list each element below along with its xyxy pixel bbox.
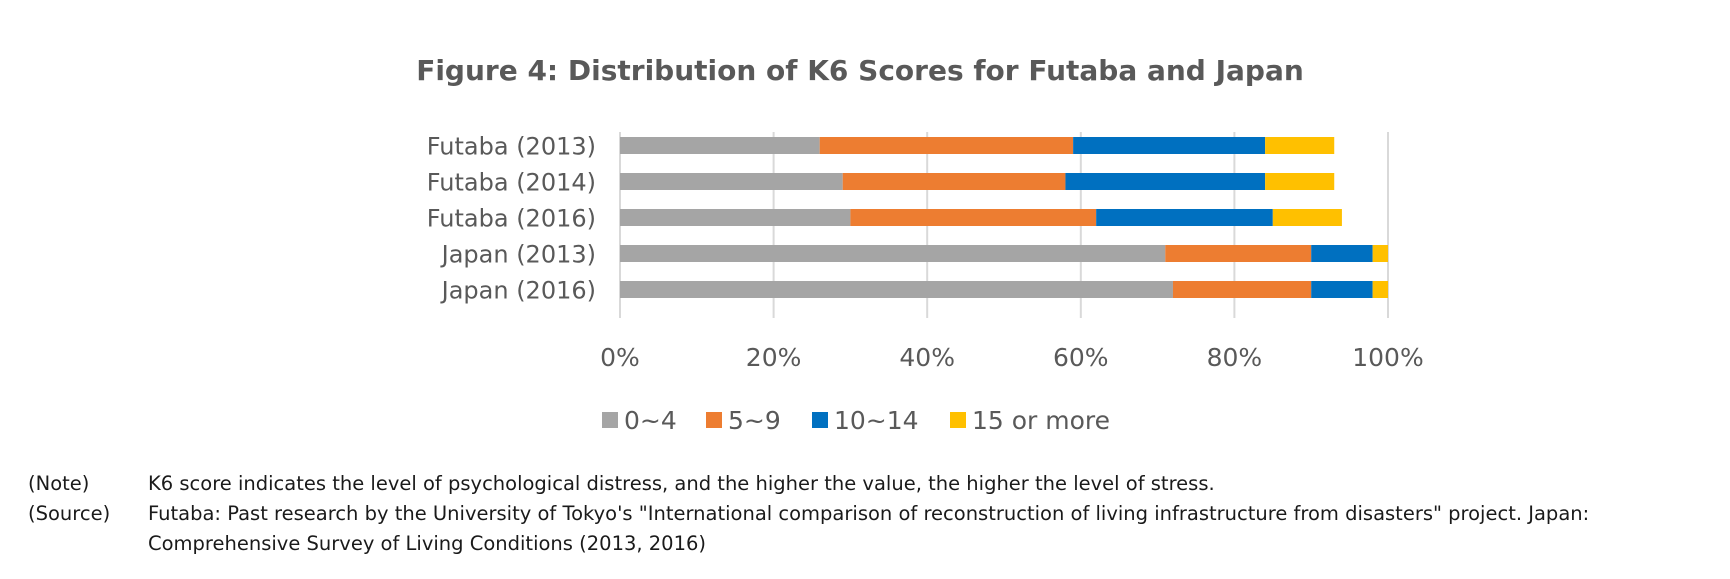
x-axis-ticks: 0% 20% 40% 60% 80% 100% — [600, 343, 1424, 372]
source-label: (Source) — [28, 502, 111, 525]
category-labels: Futaba (2013) Futaba (2014) Futaba (2016) J… — [427, 133, 596, 305]
legend-label: 10~14 — [834, 406, 919, 435]
legend-label: 15 or more — [972, 406, 1110, 435]
bar-segment — [1372, 245, 1388, 262]
bar-segment — [1311, 245, 1373, 262]
bar-segment — [1265, 173, 1335, 190]
category-label: Japan (2016) — [440, 277, 596, 305]
legend-swatch — [950, 412, 966, 428]
legend-swatch — [602, 412, 618, 428]
x-tick-label: 100% — [1352, 343, 1423, 372]
bar-segment — [1265, 137, 1335, 154]
bar-segment — [620, 173, 843, 190]
bar-segment — [850, 209, 1097, 226]
chart-title: Figure 4: Distribution of K6 Scores for … — [416, 54, 1304, 87]
bar-segment — [819, 137, 1074, 154]
bars — [620, 137, 1388, 298]
source-row: (Source) Futaba: Past research by the Un… — [28, 499, 1708, 559]
legend-swatch — [706, 412, 722, 428]
legend-swatch — [812, 412, 828, 428]
x-tick-label: 60% — [1053, 343, 1109, 372]
bar-segment — [1172, 281, 1312, 298]
bar-segment — [1165, 245, 1312, 262]
note-text: K6 score indicates the level of psycholo… — [148, 472, 1215, 495]
category-label: Japan (2013) — [440, 241, 596, 269]
bar-segment — [1272, 209, 1342, 226]
bar-segment — [1372, 281, 1388, 298]
legend-label: 5~9 — [728, 406, 781, 435]
notes: (Note) K6 score indicates the level of p… — [28, 469, 1708, 559]
legend: 0~4 5~9 10~14 15 or more — [602, 406, 1110, 435]
category-label: Futaba (2016) — [427, 205, 596, 233]
x-tick-label: 80% — [1207, 343, 1263, 372]
k6-stacked-bar-chart: Figure 4: Distribution of K6 Scores for … — [416, 54, 1424, 435]
x-tick-label: 20% — [746, 343, 802, 372]
legend-label: 0~4 — [624, 406, 677, 435]
bar-segment — [620, 137, 820, 154]
bar-segment — [842, 173, 1066, 190]
bar-segment — [1311, 281, 1373, 298]
x-tick-label: 0% — [600, 343, 640, 372]
category-label: Futaba (2014) — [427, 169, 596, 197]
bar-segment — [620, 281, 1173, 298]
note-row: (Note) K6 score indicates the level of p… — [28, 469, 1708, 499]
source-text: Futaba: Past research by the University … — [148, 502, 1590, 555]
category-label: Futaba (2013) — [427, 133, 596, 161]
bar-segment — [620, 209, 851, 226]
x-tick-label: 40% — [899, 343, 955, 372]
note-label: (Note) — [28, 472, 90, 495]
bar-segment — [620, 245, 1166, 262]
bar-segment — [1065, 173, 1266, 190]
bar-segment — [1096, 209, 1273, 226]
bar-segment — [1073, 137, 1266, 154]
